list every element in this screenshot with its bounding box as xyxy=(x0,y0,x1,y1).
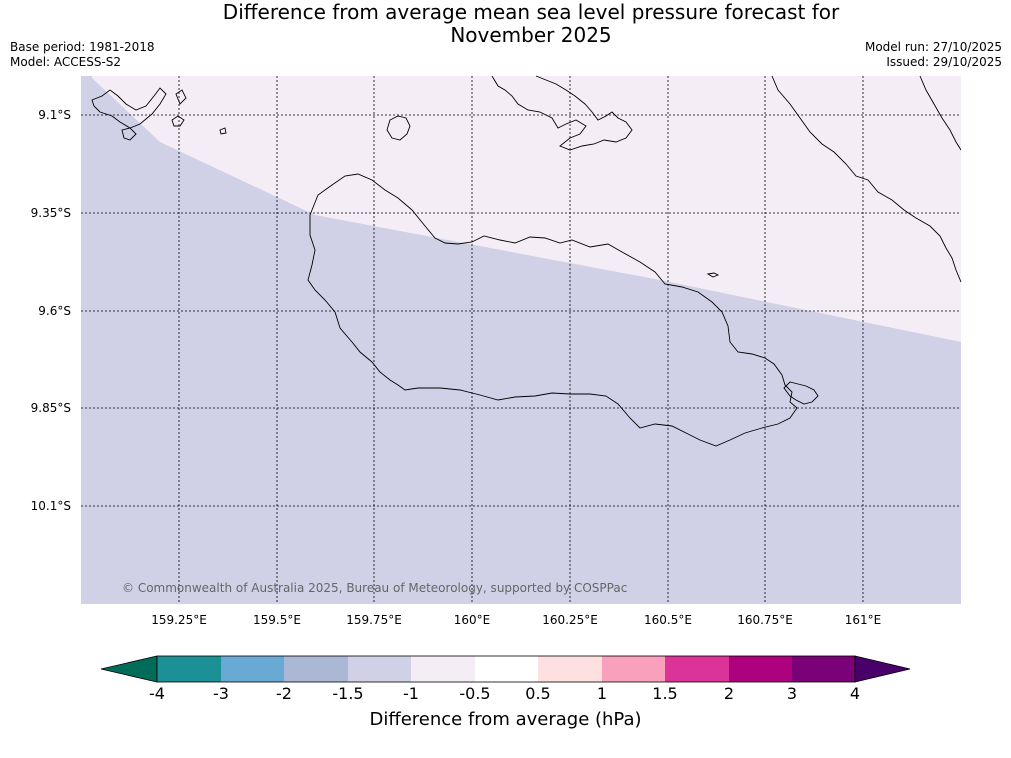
colorbar xyxy=(100,655,911,683)
colorbar-tick-11: 4 xyxy=(849,684,861,703)
chart-title-line1: Difference from average mean sea level p… xyxy=(222,0,840,24)
chart-title-line2: November 2025 xyxy=(450,23,612,47)
malaita-coastline xyxy=(771,75,962,283)
coastlines xyxy=(91,75,962,447)
islet-b xyxy=(219,127,227,135)
colorbar-tick-7: 1 xyxy=(596,684,608,703)
lat-label-3: 9.85°S xyxy=(30,401,71,415)
lat-label-1: 9.35°S xyxy=(30,206,71,220)
lat-label-0: 9.1°S xyxy=(38,108,71,122)
colorbar-tick-9: 2 xyxy=(723,684,735,703)
base-period: Base period: 1981-2018 xyxy=(10,40,155,54)
colorbar-segment-4 xyxy=(411,656,475,682)
lat-label-4: 10.1°S xyxy=(30,499,71,513)
colorbar-extend-low xyxy=(100,655,158,683)
colorbar-segment-8 xyxy=(665,656,729,682)
lon-label-6: 160.75°E xyxy=(737,613,793,627)
malaita-north-coastline xyxy=(919,75,962,151)
copyright-notice: © Commonwealth of Australia 2025, Bureau… xyxy=(122,581,627,595)
colorbar-segment-0 xyxy=(157,656,221,682)
northwest-islands-coastline xyxy=(91,87,167,129)
lon-label-1: 159.5°E xyxy=(253,613,301,627)
savo-island-coastline xyxy=(386,115,411,141)
colorbar-tick-3: -1.5 xyxy=(332,684,364,703)
colorbar-segment-10 xyxy=(792,656,855,682)
colorbar-tick-8: 1.5 xyxy=(652,684,678,703)
colorbar-tick-4: -1 xyxy=(403,684,419,703)
colorbar-segment-1 xyxy=(221,656,284,682)
lon-label-0: 159.25°E xyxy=(151,613,207,627)
colorbar-extend-high xyxy=(854,655,911,683)
lon-label-4: 160.25°E xyxy=(542,613,598,627)
islet-c xyxy=(121,127,137,141)
colorbar-segment-6 xyxy=(538,656,602,682)
colorbar-segment-3 xyxy=(348,656,411,682)
colorbar-segment-5 xyxy=(475,656,538,682)
colorbar-segment-9 xyxy=(729,656,792,682)
gridlines xyxy=(81,76,961,604)
colorbar-tick-6: 0.5 xyxy=(525,684,551,703)
model-run: Model run: 27/10/2025 xyxy=(864,40,1002,54)
lon-label-5: 160.5°E xyxy=(644,613,692,627)
colorbar-tick-2: -2 xyxy=(276,684,292,703)
colorbar-segment-2 xyxy=(284,656,348,682)
colorbar-tick-0: -4 xyxy=(149,684,165,703)
issued-date: Issued: 29/10/2025 xyxy=(886,55,1002,69)
lat-label-2: 9.6°S xyxy=(38,304,71,318)
colorbar-tick-1: -3 xyxy=(213,684,229,703)
lon-label-7: 161°E xyxy=(844,613,882,627)
lon-label-3: 160°E xyxy=(453,613,491,627)
small-islet-coastline xyxy=(706,272,720,278)
colorbar-segment-7 xyxy=(602,656,665,682)
islet-a xyxy=(171,115,185,127)
guadalcanal-coastline xyxy=(307,173,798,447)
colorbar-tick-5: -0.5 xyxy=(459,684,491,703)
marau-islands-coastline xyxy=(783,381,819,405)
model-name: Model: ACCESS-S2 xyxy=(10,55,122,69)
lon-label-2: 159.75°E xyxy=(346,613,402,627)
colorbar-outline xyxy=(156,655,856,683)
colorbar-label: Difference from average (hPa) xyxy=(369,709,642,730)
lighter-pressure-region xyxy=(92,76,961,342)
islet-d xyxy=(175,89,187,105)
florida-islands-coastline xyxy=(491,75,633,151)
colorbar-tick-10: 3 xyxy=(786,684,798,703)
